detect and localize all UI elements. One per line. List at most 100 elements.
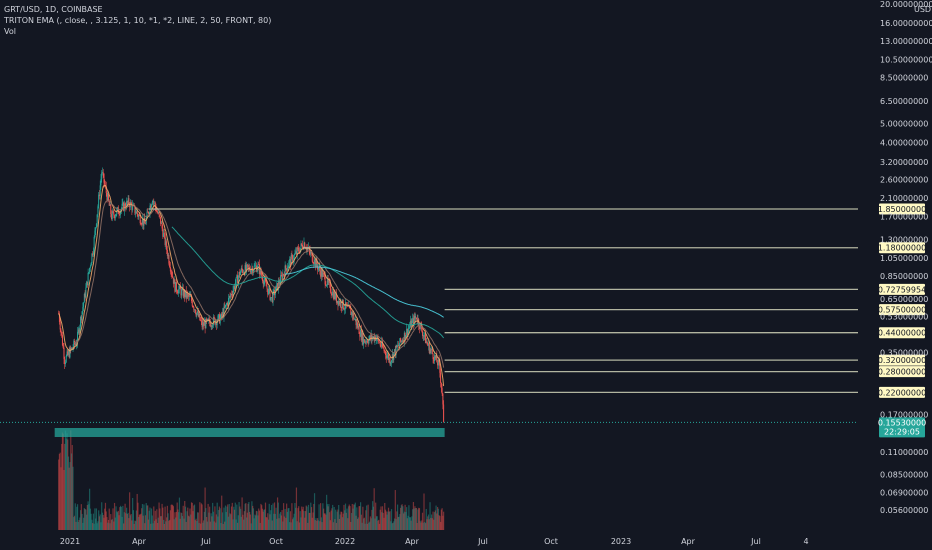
candle-body bbox=[343, 308, 345, 310]
candle-body bbox=[110, 204, 112, 215]
candle-body bbox=[71, 347, 73, 350]
volume-bar bbox=[318, 504, 320, 530]
volume-title[interactable]: Vol bbox=[4, 27, 16, 36]
volume-bar bbox=[237, 515, 239, 530]
volume-bar bbox=[270, 510, 272, 530]
volume-bar bbox=[338, 518, 341, 530]
time-tick-label: Jul bbox=[200, 537, 211, 546]
candle-body bbox=[441, 387, 443, 394]
candle-body bbox=[301, 243, 303, 245]
indicator-title[interactable]: TRITON EMA (, close, , 3.125, 1, 10, *1,… bbox=[4, 16, 272, 25]
price-tick-label: 16.00000000 bbox=[880, 19, 932, 28]
volume-bar bbox=[440, 509, 442, 530]
volume-bar bbox=[120, 507, 122, 530]
candle-body bbox=[428, 343, 430, 353]
candle-body bbox=[221, 311, 223, 317]
volume-bar bbox=[329, 512, 331, 530]
volume-bar bbox=[79, 517, 81, 530]
volume-bar bbox=[359, 506, 361, 530]
volume-bar bbox=[437, 508, 439, 530]
level-tag-label: 1.18000000 bbox=[878, 244, 926, 253]
volume-bar bbox=[354, 502, 356, 530]
candle-body bbox=[326, 284, 328, 286]
volume-bar bbox=[420, 522, 422, 530]
volume-bar bbox=[363, 517, 365, 530]
volume-bar bbox=[382, 512, 384, 530]
candle-body bbox=[280, 275, 282, 284]
candle-body bbox=[403, 332, 405, 342]
volume-bar bbox=[326, 504, 328, 530]
volume-bar bbox=[257, 515, 259, 530]
volume-bar bbox=[275, 507, 277, 530]
volume-bar bbox=[418, 508, 421, 530]
candle-body bbox=[376, 336, 378, 339]
volume-bar bbox=[310, 507, 313, 530]
candle-body bbox=[127, 198, 129, 203]
candle-body bbox=[334, 292, 336, 299]
volume-bar bbox=[442, 515, 444, 530]
candle-body bbox=[410, 320, 412, 328]
candle-body bbox=[359, 333, 361, 337]
candle-body bbox=[275, 285, 277, 292]
volume-bar bbox=[125, 513, 127, 530]
candle-body bbox=[281, 275, 283, 280]
volume-bar bbox=[92, 523, 94, 530]
candle-body bbox=[123, 202, 125, 211]
candle-body bbox=[101, 172, 103, 180]
volume-bar bbox=[426, 519, 428, 530]
candle-body bbox=[423, 335, 425, 337]
volume-bar bbox=[291, 503, 293, 530]
volume-bar bbox=[90, 513, 92, 530]
volume-bar bbox=[212, 511, 215, 530]
volume-bar bbox=[236, 522, 239, 530]
candle-body bbox=[269, 288, 271, 300]
candle-body bbox=[403, 340, 405, 342]
volume-bar bbox=[164, 506, 166, 530]
volume-bar bbox=[64, 443, 66, 530]
time-axis[interactable]: 2021 Apr Jul Oct 2022 Apr Jul Oct 2023 Apr Jul 4 bbox=[60, 537, 809, 546]
last-price-tag bbox=[879, 417, 925, 438]
volume-bar bbox=[76, 504, 79, 530]
volume-bar bbox=[293, 513, 295, 530]
candle-body bbox=[173, 279, 175, 284]
candle-body bbox=[101, 172, 103, 174]
volume-bar bbox=[304, 517, 306, 530]
candle-body bbox=[287, 266, 289, 269]
candle-body bbox=[274, 291, 276, 296]
candle-body bbox=[383, 348, 385, 351]
volume-bar bbox=[302, 506, 304, 530]
candle-body bbox=[188, 294, 190, 297]
volume-bar bbox=[218, 506, 221, 530]
volume-bar bbox=[138, 514, 141, 530]
volume-bar bbox=[152, 523, 154, 530]
volume-bar bbox=[111, 519, 113, 530]
volume-bar bbox=[209, 506, 211, 530]
candle-body bbox=[79, 326, 81, 333]
volume-bar bbox=[381, 506, 384, 530]
candle-body bbox=[438, 359, 440, 362]
volume-bar bbox=[336, 511, 338, 530]
volume-bar bbox=[280, 515, 282, 530]
price-tick-label: 10.50000000 bbox=[880, 55, 932, 64]
candle-body bbox=[228, 296, 230, 298]
volume-bar bbox=[335, 509, 337, 530]
volume-bar bbox=[417, 509, 419, 530]
candle-body bbox=[59, 321, 61, 330]
candle-body bbox=[82, 306, 84, 312]
volume-bar bbox=[222, 523, 224, 530]
volume-bar bbox=[425, 508, 427, 530]
volume-bar bbox=[215, 522, 217, 530]
candle-body bbox=[402, 340, 404, 342]
candle-body bbox=[213, 316, 215, 319]
candle-body bbox=[344, 308, 346, 310]
volume-bar bbox=[402, 506, 404, 530]
candle-body bbox=[421, 331, 423, 336]
volume-bar bbox=[443, 511, 445, 530]
volume-bar bbox=[388, 511, 390, 530]
candle-body bbox=[147, 211, 149, 213]
volume-bar bbox=[72, 466, 74, 530]
volume-bar bbox=[113, 502, 116, 530]
symbol-title[interactable]: GRT/USD, 1D, COINBASE bbox=[4, 5, 103, 14]
